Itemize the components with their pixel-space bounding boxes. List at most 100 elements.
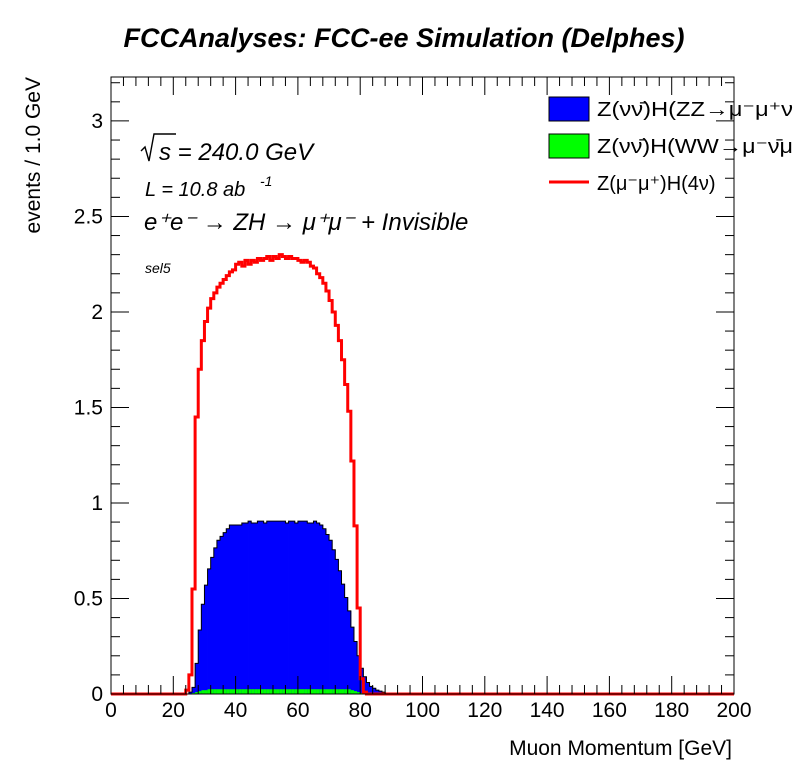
y-axis: 0 0.5 1 1.5 2 2.5 3 (74, 82, 734, 706)
chart-title: FCCAnalyses: FCC-ee Simulation (Delphes) (123, 23, 684, 53)
bar-zz-58 (291, 521, 296, 694)
bar-ww-60 (297, 689, 302, 694)
bar-ww-33 (213, 689, 218, 694)
bar-zz-43 (244, 523, 249, 694)
bar-zz-82 (366, 682, 370, 694)
y-tick-label: 2 (91, 301, 103, 324)
bar-zz-85 (375, 690, 380, 694)
bar-zz-63 (307, 523, 311, 694)
bar-zz-66 (316, 523, 321, 694)
bar-ww-37 (226, 689, 230, 694)
bar-zz-37 (226, 528, 230, 694)
bar-ww-66 (316, 689, 321, 694)
y-tick-label: 3 (91, 110, 103, 133)
bar-zz-40 (235, 524, 240, 694)
bar-ww-49 (263, 689, 268, 694)
bar-zz-45 (251, 523, 255, 694)
legend-label-ww: Z(νν̄)H(WW→μ⁻ν̄μ (597, 136, 793, 158)
bar-zz-30 (204, 585, 208, 694)
x-tick-label: 40 (224, 699, 247, 722)
bar-zz-32 (210, 557, 215, 694)
bar-zz-39 (232, 524, 236, 694)
bar-zz-60 (297, 521, 302, 694)
bar-zz-83 (369, 686, 374, 694)
bar-ww-34 (216, 689, 221, 694)
bar-zz-25 (188, 692, 193, 694)
sqrt-symbol (140, 133, 176, 162)
legend-swatch-zz (548, 96, 590, 122)
bar-zz-38 (229, 524, 233, 694)
bar-ww-42 (241, 689, 246, 694)
bar-ww-72 (335, 689, 339, 694)
bar-zz-52 (272, 521, 277, 694)
bar-ww-28 (198, 691, 202, 694)
bar-ww-69 (325, 689, 330, 694)
bar-zz-76 (347, 610, 352, 694)
bar-zz-69 (325, 534, 330, 694)
bar-zz-51 (269, 521, 274, 694)
legend: Z(νν̄)H(ZZ→μ⁻μ⁺ν Z(νν̄)H(WW→μ⁻ν̄μ Z(μ⁻μ⁺… (548, 96, 793, 195)
bar-zz-57 (288, 521, 293, 694)
bar-zz-48 (260, 521, 265, 694)
bar-zz-84 (372, 688, 377, 694)
bar-ww-52 (272, 689, 277, 694)
bar-zz-75 (344, 597, 349, 694)
bar-zz-49 (263, 523, 268, 694)
bar-ww-51 (269, 689, 274, 694)
x-tick-label: 20 (162, 699, 185, 722)
legend-swatch-ww (548, 133, 590, 159)
bar-zz-73 (338, 570, 342, 694)
lumi-exponent: -1 (260, 173, 272, 189)
bar-zz-42 (241, 523, 246, 694)
bar-zz-65 (313, 521, 317, 694)
y-tick-label: 0 (91, 683, 103, 706)
bar-ww-35 (220, 689, 224, 694)
x-tick-label: 100 (405, 699, 440, 722)
luminosity-annotation: L = 10.8 ab -1 (145, 173, 272, 201)
bar-ww-29 (201, 690, 205, 694)
bar-zz-56 (285, 523, 289, 694)
bar-ww-40 (235, 689, 240, 694)
bar-zz-70 (329, 540, 333, 694)
bar-ww-39 (232, 689, 236, 694)
bar-zz-44 (248, 521, 252, 694)
x-tick-label: 200 (716, 699, 751, 722)
bar-ww-62 (304, 689, 308, 694)
y-tick-label: 0.5 (74, 587, 103, 610)
bar-ww-30 (204, 690, 208, 694)
bar-ww-65 (313, 689, 317, 694)
bar-ww-47 (257, 689, 261, 694)
bar-zz-64 (310, 523, 314, 694)
bar-zz-41 (238, 524, 243, 694)
energy-annotation: s = 240.0 GeV (140, 133, 315, 166)
bar-zz-50 (266, 521, 271, 694)
bar-ww-70 (329, 689, 333, 694)
x-axis-label: Muon Momentum [GeV] (509, 737, 732, 760)
bar-ww-27 (195, 692, 199, 694)
bar-zz-47 (257, 521, 261, 694)
bar-ww-36 (223, 689, 227, 694)
bar-ww-58 (291, 689, 296, 694)
bar-ww-41 (238, 689, 243, 694)
process-annotation: e⁺e⁻ → ZH → μ⁺μ⁻ + Invisible (144, 209, 468, 236)
y-tick-label: 1 (91, 492, 103, 515)
bar-ww-43 (244, 689, 249, 694)
bar-ww-31 (207, 689, 212, 694)
y-tick-label: 1.5 (74, 396, 103, 419)
bar-ww-57 (288, 689, 293, 694)
x-tick-label: 80 (349, 699, 372, 722)
bar-zz-46 (254, 523, 258, 694)
bar-ww-38 (229, 689, 233, 694)
signal-line (111, 253, 734, 696)
y-axis-label: events / 1.0 GeV (22, 77, 45, 233)
bar-ww-71 (332, 689, 336, 694)
bar-ww-61 (301, 689, 305, 694)
bar-zz-35 (220, 536, 224, 694)
bar-zz-59 (294, 523, 299, 694)
bar-ww-44 (248, 689, 252, 694)
bar-zz-78 (353, 641, 358, 694)
bar-zz-27 (195, 663, 199, 694)
bar-ww-54 (279, 689, 283, 694)
bar-ww-50 (266, 689, 271, 694)
